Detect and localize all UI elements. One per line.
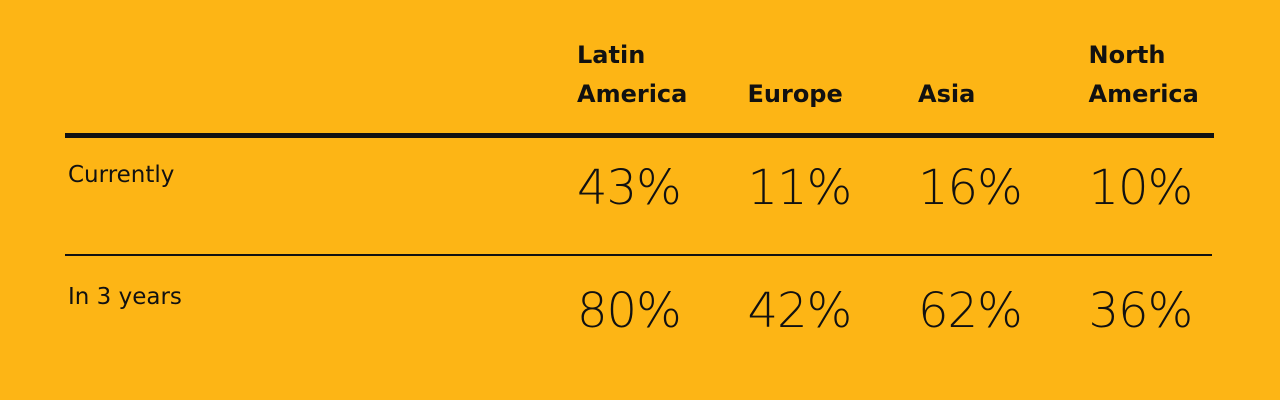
value-cell: 10% <box>1088 160 1194 216</box>
header-rule <box>65 133 1214 138</box>
row-divider <box>65 254 1212 256</box>
column-header: Asia <box>918 80 976 108</box>
row-label: Currently <box>68 162 175 188</box>
value-cell: 42% <box>747 283 853 339</box>
column-header: Latin America <box>577 41 688 108</box>
column-header: Europe <box>747 80 843 108</box>
value-cell: 43% <box>577 160 682 216</box>
row-label: In 3 years <box>68 284 182 310</box>
value-cell: 11% <box>747 160 853 216</box>
value-cell: 36% <box>1088 283 1194 339</box>
column-header: North America <box>1088 41 1199 108</box>
value-cell: 16% <box>918 160 1023 216</box>
value-cell: 80% <box>577 283 682 339</box>
value-cell: 62% <box>918 283 1023 339</box>
